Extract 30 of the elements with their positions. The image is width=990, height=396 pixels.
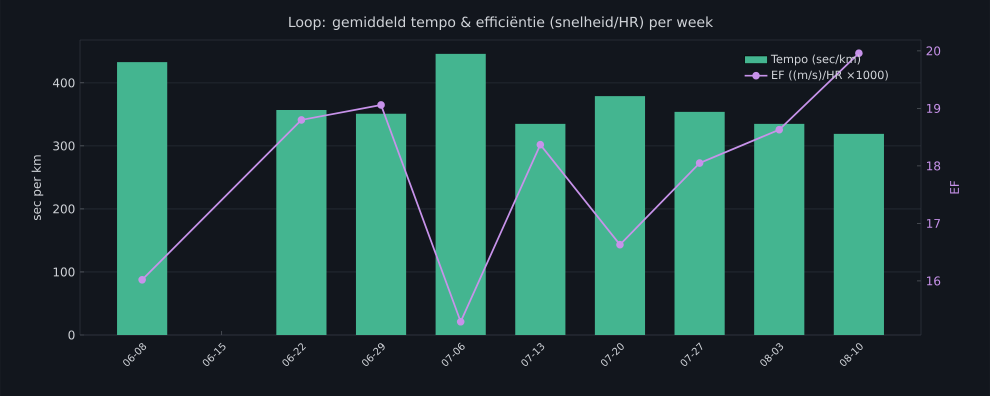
y-tick-label: 100 <box>54 267 74 276</box>
y2-tick-label: 19 <box>927 104 940 113</box>
bar <box>276 110 326 335</box>
chart-title: Loop: gemiddeld tempo & efficiëntie (snelheid/HR) per week <box>289 16 714 30</box>
point <box>298 116 306 124</box>
y2-tick-label: 16 <box>927 276 940 286</box>
point <box>456 318 464 326</box>
bar <box>594 96 646 335</box>
bar <box>117 62 168 335</box>
bar <box>356 114 406 335</box>
y-tick-label: 300 <box>53 141 74 150</box>
y2-tick-label: 18 <box>927 161 940 170</box>
bar <box>754 124 804 335</box>
bar <box>436 54 486 335</box>
point <box>536 140 544 148</box>
bar <box>515 124 566 335</box>
point <box>377 101 385 109</box>
point <box>696 159 704 167</box>
y2-tick-label: 17 <box>927 219 940 228</box>
point <box>775 126 784 134</box>
y-axis-title: sec per km <box>32 155 44 220</box>
y-tick-label: 0 <box>68 330 75 340</box>
bar <box>674 112 725 335</box>
bar <box>834 134 884 335</box>
y2-axis-title: EF <box>950 180 959 194</box>
y-tick-label: 400 <box>52 78 74 88</box>
y-tick-label: 200 <box>53 204 74 214</box>
point <box>138 276 146 284</box>
point <box>616 240 624 249</box>
y2-tick-label: 20 <box>926 46 940 56</box>
